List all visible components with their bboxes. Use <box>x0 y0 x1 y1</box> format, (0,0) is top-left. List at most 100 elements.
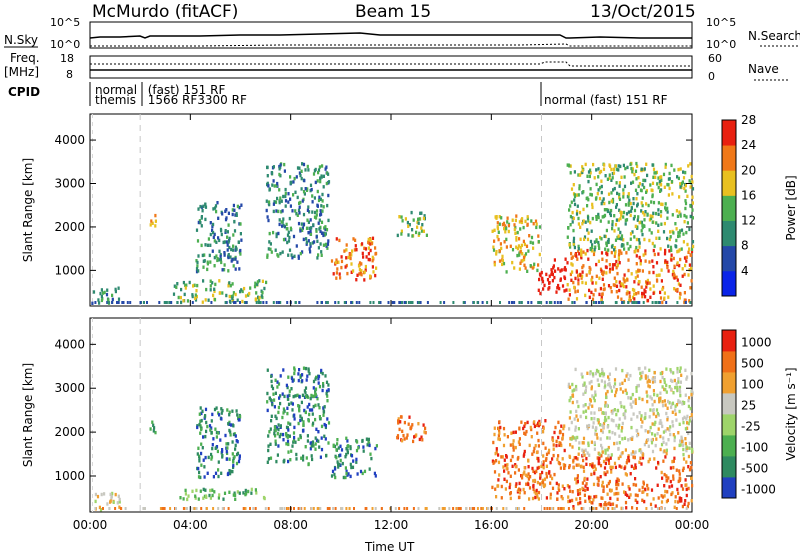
data-cell <box>524 422 527 426</box>
data-cell <box>582 507 585 510</box>
data-cell <box>279 401 282 406</box>
data-cell <box>608 479 611 484</box>
data-cell <box>682 240 685 244</box>
data-cell <box>380 507 383 510</box>
data-cell <box>587 179 590 184</box>
data-cell <box>684 189 687 193</box>
data-cell <box>651 181 655 185</box>
data-cell <box>481 507 484 510</box>
data-cell <box>570 251 573 256</box>
data-cell <box>630 209 633 213</box>
data-cell <box>532 449 535 454</box>
data-cell <box>622 390 625 394</box>
colorbar-swatch <box>722 351 736 373</box>
data-cell <box>599 219 602 223</box>
data-cell <box>625 285 628 289</box>
data-cell <box>589 371 592 376</box>
data-cell <box>685 255 688 259</box>
data-cell <box>161 507 164 510</box>
data-cell <box>197 254 200 258</box>
data-cell <box>594 371 597 376</box>
data-cell <box>323 226 326 230</box>
data-cell <box>660 421 663 425</box>
data-cell <box>607 445 610 450</box>
data-cell <box>406 507 409 510</box>
data-cell <box>518 220 521 224</box>
data-cell <box>196 283 199 288</box>
data-cell <box>648 238 651 243</box>
data-cell <box>595 217 598 221</box>
data-cell <box>374 474 377 478</box>
data-cell <box>585 482 588 486</box>
data-cell <box>559 441 562 446</box>
data-cell <box>326 242 330 246</box>
data-cell <box>602 425 605 429</box>
data-cell <box>425 507 428 510</box>
data-cell <box>665 448 668 452</box>
data-cell <box>587 198 590 202</box>
data-cell <box>663 484 666 488</box>
data-cell <box>371 265 374 269</box>
data-cell <box>399 301 402 304</box>
data-cell <box>210 431 213 435</box>
data-cell <box>417 422 420 426</box>
data-cell <box>582 392 585 396</box>
data-cell <box>676 388 679 393</box>
data-cell <box>139 301 142 304</box>
data-cell <box>613 382 617 386</box>
data-cell <box>690 499 693 503</box>
data-cell <box>618 184 621 188</box>
data-cell <box>378 301 381 304</box>
data-cell <box>368 467 371 471</box>
data-cell <box>345 471 348 476</box>
data-cell <box>577 278 580 282</box>
data-cell <box>209 260 212 264</box>
data-cell <box>582 190 585 194</box>
data-cell <box>302 428 305 432</box>
data-cell <box>322 409 325 413</box>
data-cell <box>683 300 686 305</box>
data-cell <box>212 207 215 211</box>
data-cell <box>596 436 599 440</box>
data-cell <box>303 192 306 196</box>
y-tick-label: 3000 <box>54 177 85 191</box>
data-cell <box>417 221 420 225</box>
data-cell <box>106 301 109 304</box>
data-cell <box>270 419 273 423</box>
data-cell <box>620 429 623 433</box>
data-cell <box>504 224 507 228</box>
data-cell <box>573 245 576 250</box>
data-cell <box>538 252 541 257</box>
data-cell <box>168 301 171 304</box>
data-cell <box>627 459 631 463</box>
data-cell <box>559 269 562 273</box>
data-cell <box>204 414 207 418</box>
data-cell <box>507 229 510 234</box>
data-cell <box>200 418 203 423</box>
data-cell <box>545 475 548 479</box>
data-cell <box>439 301 442 304</box>
colorbar-title: Power [dB] <box>784 175 798 240</box>
data-cell <box>678 385 682 390</box>
data-cell <box>119 507 122 510</box>
data-cell <box>667 438 670 442</box>
data-cell <box>625 461 628 465</box>
data-cell <box>221 291 224 295</box>
data-cell <box>642 292 646 296</box>
data-cell <box>237 459 241 464</box>
data-cell <box>297 437 300 441</box>
data-cell <box>678 472 681 476</box>
data-cell <box>263 286 266 291</box>
data-cell <box>154 219 157 223</box>
data-cell <box>557 483 560 487</box>
data-cell <box>229 433 232 437</box>
data-cell <box>611 502 615 506</box>
data-cell <box>575 270 578 274</box>
data-cell <box>657 301 660 304</box>
data-cell <box>571 490 574 494</box>
data-cell <box>515 507 517 510</box>
data-cell <box>202 435 205 439</box>
data-cell <box>400 215 403 219</box>
data-cell <box>661 400 664 404</box>
data-cell <box>654 175 657 179</box>
